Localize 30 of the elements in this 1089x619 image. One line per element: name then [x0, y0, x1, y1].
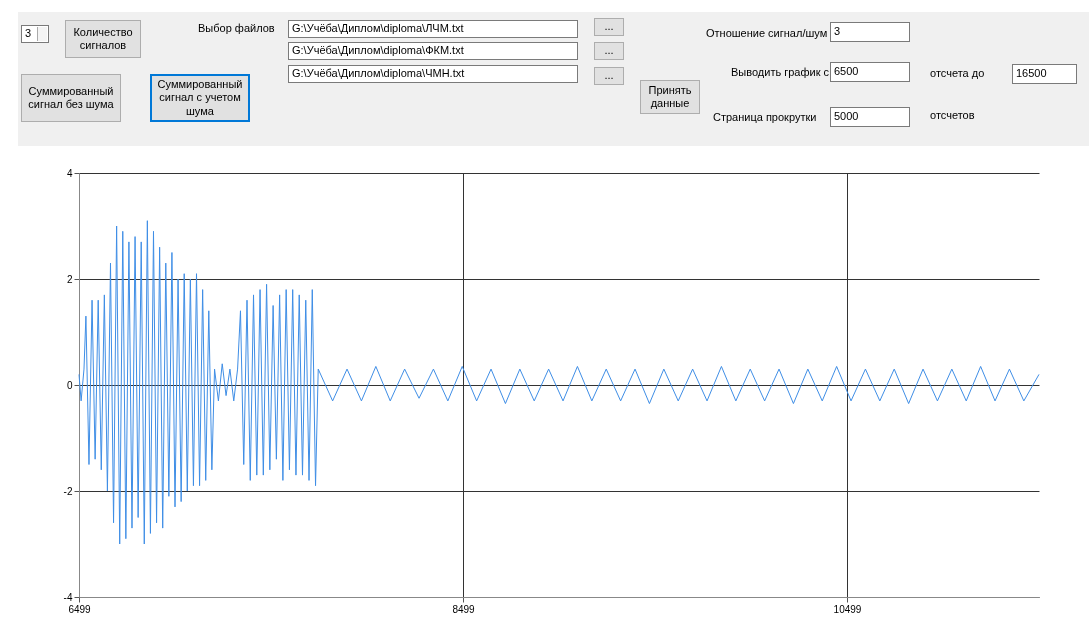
text: 3: [25, 27, 32, 41]
text: Выбор файлов: [198, 22, 275, 36]
text: Количество сигналов: [72, 25, 134, 53]
y-tick-label: 0: [66, 379, 73, 391]
x-tick-label: 6499: [68, 603, 92, 615]
text: 16500: [1016, 67, 1047, 81]
text: 5000: [834, 110, 859, 124]
text: G:\Учёба\Диплом\diploma\ФКМ.txt: [292, 44, 464, 58]
text: Страница прокрутки: [713, 111, 817, 125]
y-tick-label: -2: [63, 485, 73, 497]
y-tick-label: 2: [66, 273, 73, 285]
text: отсчетов: [930, 109, 975, 123]
text: 3: [834, 25, 841, 39]
text: ...: [604, 44, 614, 58]
x-tick-label: 8499: [452, 603, 476, 615]
line-series: [78, 220, 1040, 545]
y-tick-label: -4: [63, 591, 73, 603]
text: Выводить график с: [731, 66, 830, 80]
text: G:\Учёба\Диплом\diploma\ЛЧМ.txt: [292, 22, 464, 36]
text: 6500: [834, 65, 859, 79]
text: ...: [604, 20, 614, 34]
text: Отношение сигнал/шум: [706, 27, 828, 41]
text: отсчета до: [930, 67, 985, 81]
text: Принять данные: [641, 83, 699, 111]
text: G:\Учёба\Диплом\diploma\ЧМН.txt: [292, 67, 465, 81]
text: Суммированный сигнал с учетом шума: [156, 78, 244, 118]
text: ...: [604, 69, 614, 83]
x-tick-label: 10499: [833, 603, 862, 615]
text: Суммированный сигнал без шума: [27, 84, 115, 112]
y-tick-label: 4: [66, 167, 73, 179]
